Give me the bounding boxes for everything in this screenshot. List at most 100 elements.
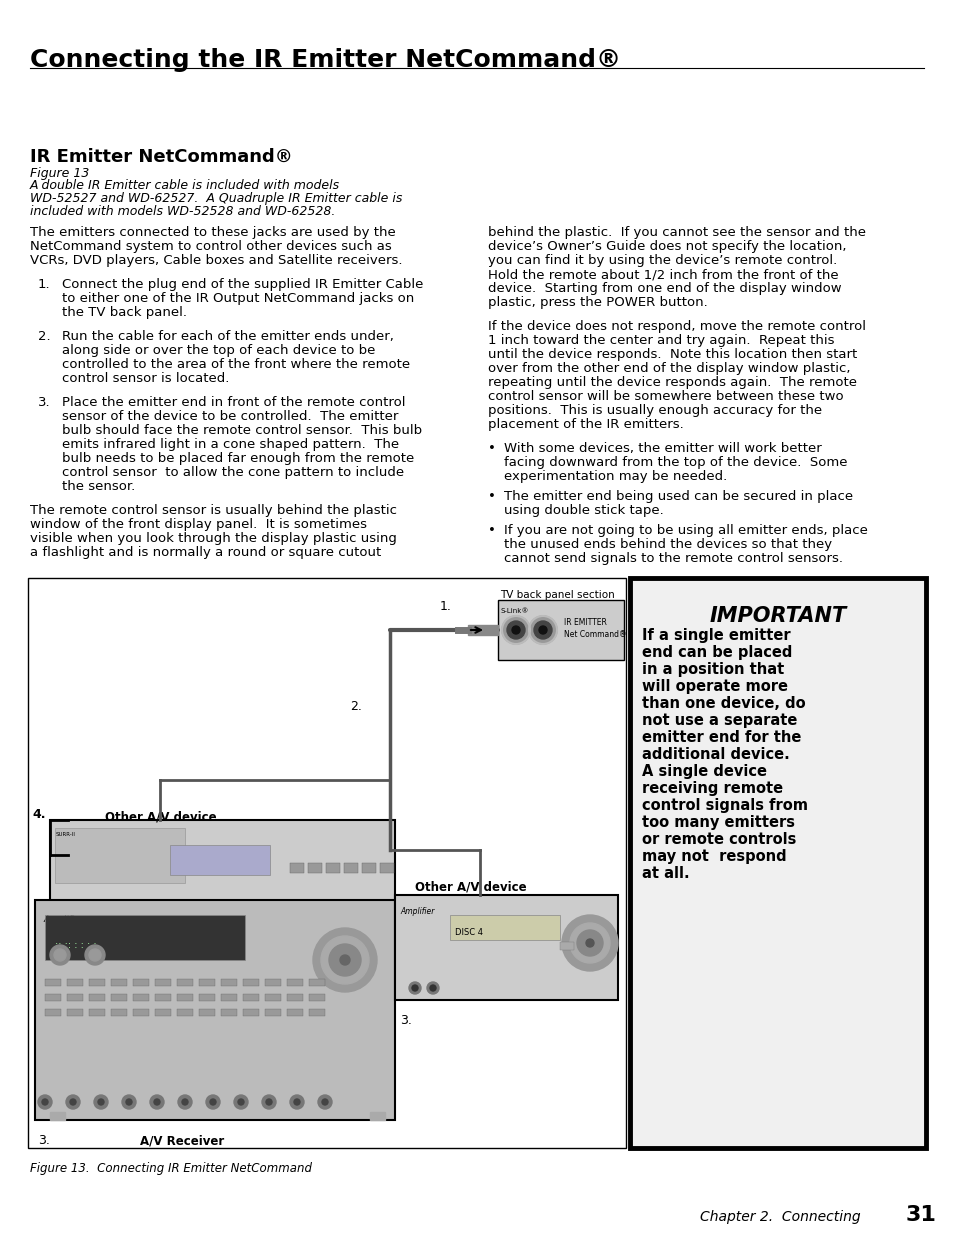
Circle shape: [262, 1095, 275, 1109]
Circle shape: [585, 939, 594, 947]
Circle shape: [320, 936, 369, 984]
Circle shape: [54, 948, 66, 961]
Text: than one device, do: than one device, do: [641, 697, 804, 711]
Bar: [308, 863, 322, 873]
Text: too many emitters: too many emitters: [641, 815, 794, 830]
Bar: [395, 895, 618, 1000]
Text: Run the cable for each of the emitter ends under,: Run the cable for each of the emitter en…: [62, 330, 394, 343]
Bar: [265, 994, 281, 1002]
Text: control sensor  to allow the cone pattern to include: control sensor to allow the cone pattern…: [62, 466, 404, 479]
Text: :: :: : : : :: :: :: : : : :: [55, 940, 96, 950]
Bar: [111, 1009, 127, 1016]
Text: 31: 31: [905, 1205, 936, 1225]
Circle shape: [427, 982, 438, 994]
Text: or remote controls: or remote controls: [641, 832, 796, 847]
Text: not use a separate: not use a separate: [641, 713, 797, 727]
Bar: [89, 979, 105, 986]
Text: along side or over the top of each device to be: along side or over the top of each devic…: [62, 345, 375, 357]
Circle shape: [313, 927, 376, 992]
Bar: [67, 979, 83, 986]
Text: visible when you look through the display plastic using: visible when you look through the displa…: [30, 532, 396, 545]
Text: If a single emitter: If a single emitter: [641, 629, 790, 643]
Circle shape: [322, 1099, 328, 1105]
Text: bulb needs to be placed far enough from the remote: bulb needs to be placed far enough from …: [62, 452, 414, 466]
Text: placement of the IR emitters.: placement of the IR emitters.: [488, 417, 683, 431]
Circle shape: [529, 616, 557, 643]
Text: control signals from: control signals from: [641, 798, 807, 813]
Bar: [370, 1112, 385, 1120]
Text: 3.: 3.: [399, 1014, 412, 1028]
Circle shape: [89, 948, 101, 961]
Text: WD-52527 and WD-62527.  A Quadruple IR Emitter cable is: WD-52527 and WD-62527. A Quadruple IR Em…: [30, 191, 402, 205]
Circle shape: [501, 616, 530, 643]
Text: Connecting the IR Emitter NetCommand®: Connecting the IR Emitter NetCommand®: [30, 48, 620, 72]
Text: in a position that: in a position that: [641, 662, 783, 677]
Text: S-Link®: S-Link®: [500, 608, 529, 614]
Text: the TV back panel.: the TV back panel.: [62, 306, 187, 319]
Bar: [50, 820, 395, 903]
Text: 3.: 3.: [38, 396, 51, 409]
Bar: [265, 979, 281, 986]
Circle shape: [237, 1099, 244, 1105]
Text: Hold the remote about 1/2 inch from the front of the: Hold the remote about 1/2 inch from the …: [488, 268, 838, 282]
Bar: [199, 994, 214, 1002]
Bar: [154, 1009, 171, 1016]
Bar: [243, 994, 258, 1002]
Bar: [221, 979, 236, 986]
Text: the unused ends behind the devices so that they: the unused ends behind the devices so th…: [503, 538, 831, 551]
Circle shape: [98, 1099, 104, 1105]
Bar: [309, 994, 325, 1002]
Text: 4.: 4.: [32, 808, 46, 821]
Text: Place the emitter end in front of the remote control: Place the emitter end in front of the re…: [62, 396, 405, 409]
Text: positions.  This is usually enough accuracy for the: positions. This is usually enough accura…: [488, 404, 821, 417]
Bar: [67, 1009, 83, 1016]
Text: If the device does not respond, move the remote control: If the device does not respond, move the…: [488, 320, 865, 333]
Circle shape: [178, 1095, 192, 1109]
Text: IR EMITTER
Net Command®: IR EMITTER Net Command®: [563, 618, 626, 638]
Bar: [221, 1009, 236, 1016]
Text: 1 inch toward the center and try again.  Repeat this: 1 inch toward the center and try again. …: [488, 333, 834, 347]
Bar: [55, 827, 185, 883]
Text: If you are not going to be using all emitter ends, place: If you are not going to be using all emi…: [503, 524, 867, 537]
Bar: [89, 1009, 105, 1016]
Circle shape: [42, 1099, 48, 1105]
Text: a flashlight and is normally a round or square cutout: a flashlight and is normally a round or …: [30, 546, 381, 559]
Text: 3.: 3.: [38, 1134, 50, 1147]
Bar: [154, 979, 171, 986]
Bar: [497, 600, 623, 659]
Bar: [177, 994, 193, 1002]
Text: you can find it by using the device’s remote control.: you can find it by using the device’s re…: [488, 254, 837, 267]
Text: controlled to the area of the front where the remote: controlled to the area of the front wher…: [62, 358, 410, 370]
Text: TV back panel section: TV back panel section: [499, 590, 614, 600]
Bar: [50, 1112, 65, 1120]
Bar: [111, 979, 127, 986]
Bar: [309, 1009, 325, 1016]
Bar: [629, 578, 925, 1149]
Circle shape: [153, 1099, 160, 1105]
Bar: [309, 979, 325, 986]
Text: IR Emitter NetCommand®: IR Emitter NetCommand®: [30, 148, 293, 165]
Circle shape: [561, 915, 618, 971]
Bar: [290, 863, 304, 873]
Text: to either one of the IR Output NetCommand jacks on: to either one of the IR Output NetComman…: [62, 291, 414, 305]
Text: Amplifier: Amplifier: [399, 906, 434, 916]
Text: until the device responds.  Note this location then start: until the device responds. Note this loc…: [488, 348, 857, 361]
Text: A single device: A single device: [641, 764, 766, 779]
Circle shape: [50, 945, 70, 965]
Circle shape: [430, 986, 436, 990]
Bar: [89, 994, 105, 1002]
Bar: [559, 942, 574, 950]
Text: SURR-II: SURR-II: [56, 832, 76, 837]
Text: window of the front display panel.  It is sometimes: window of the front display panel. It is…: [30, 517, 367, 531]
Text: Other A/V device: Other A/V device: [105, 810, 216, 823]
Bar: [67, 994, 83, 1002]
Text: sensor of the device to be controlled.  The emitter: sensor of the device to be controlled. T…: [62, 410, 398, 424]
Text: emits infrared light in a cone shaped pattern.  The: emits infrared light in a cone shaped pa…: [62, 438, 398, 451]
Circle shape: [122, 1095, 136, 1109]
Text: 1.: 1.: [38, 278, 51, 291]
Circle shape: [294, 1099, 299, 1105]
Text: Connect the plug end of the supplied IR Emitter Cable: Connect the plug end of the supplied IR …: [62, 278, 423, 291]
Text: Figure 13: Figure 13: [30, 167, 90, 180]
Text: A/V Receiver: A/V Receiver: [140, 1134, 224, 1147]
Circle shape: [210, 1099, 215, 1105]
